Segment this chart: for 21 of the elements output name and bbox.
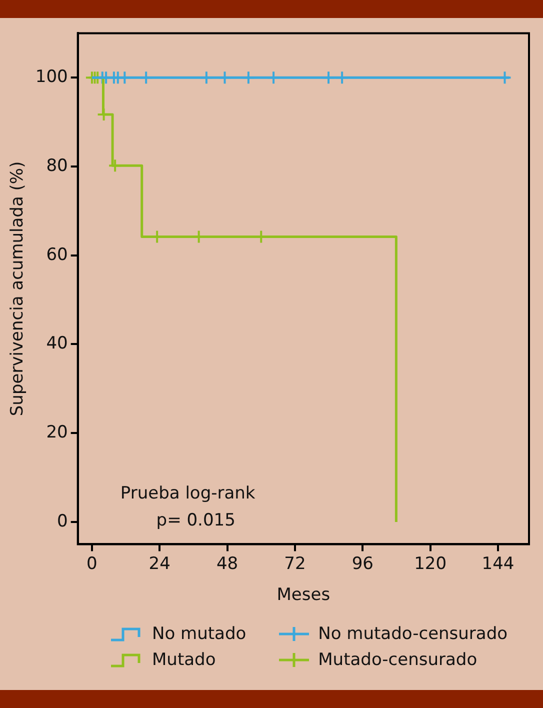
legend-label: Mutado — [152, 650, 216, 670]
y-tick-label: 60 — [46, 244, 68, 265]
legend-label: Mutado-censurado — [318, 650, 478, 670]
legend-label: No mutado — [152, 624, 246, 644]
x-tick-label: 24 — [148, 554, 170, 574]
x-tick-label: 96 — [352, 554, 374, 574]
y-tick-label: 100 — [35, 67, 68, 88]
y-tick-label: 20 — [46, 422, 68, 443]
annotation: p= 0.015 — [156, 510, 236, 531]
y-tick-label: 0 — [57, 511, 68, 532]
annotation: Prueba log-rank — [120, 484, 256, 504]
y-axis-title: Supervivencia acumulada (%) — [8, 161, 28, 416]
x-tick-label: 72 — [284, 554, 306, 574]
legend-label: No mutado-censurado — [318, 624, 508, 644]
x-tick-label: 0 — [86, 554, 98, 574]
x-tick-label: 144 — [482, 554, 514, 574]
x-tick-label: 120 — [414, 554, 447, 574]
y-tick-label: 40 — [46, 334, 68, 354]
x-tick-label: 48 — [216, 554, 238, 574]
x-axis-title: Meses — [276, 585, 330, 606]
y-tick-label: 80 — [46, 156, 68, 176]
